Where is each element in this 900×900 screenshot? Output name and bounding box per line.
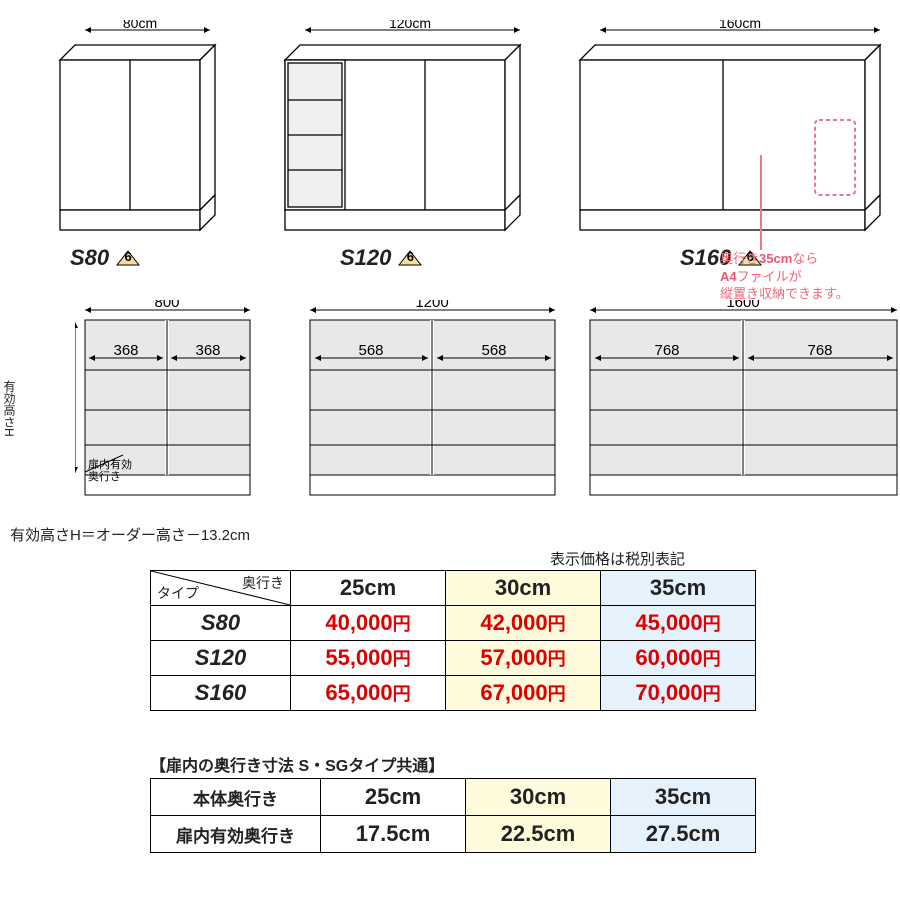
tag-icon: 6 xyxy=(397,249,423,267)
svg-text:奥行き: 奥行き xyxy=(88,469,121,483)
col-30: 30cm xyxy=(446,571,601,606)
plan-s120: 1200 568 568 xyxy=(305,300,565,505)
plan-row: 有効高さH 800 368 368 xyxy=(25,300,895,510)
depth-table: 本体奥行き 25cm 30cm 35cm 扉内有効奥行き 17.5cm 22.5… xyxy=(150,778,756,853)
plan-s80: 800 368 368 扉内有効 奥行き xyxy=(75,300,260,505)
row-s160: S160 xyxy=(151,676,291,711)
height-formula: 有効高さH＝オーダー高さ－13.2cm xyxy=(10,524,250,545)
cabinet-3d-s120: 120cm S120 6 xyxy=(260,20,540,240)
diag-header: 奥行き タイプ xyxy=(151,571,291,606)
dim-width-s80: 80cm xyxy=(123,20,157,31)
price-s80-25: 40,000円 xyxy=(291,606,446,641)
svg-text:768: 768 xyxy=(654,342,679,359)
cabinet-name-row: S120 6 xyxy=(340,245,423,271)
inner-dim-l: 368 xyxy=(113,342,138,359)
svg-text:568: 568 xyxy=(481,342,506,359)
price-table: 奥行き タイプ 25cm 30cm 35cm S80 40,000円 42,00… xyxy=(150,570,756,711)
cabinet-3d-s160: 160cm S160 6 xyxy=(560,20,900,240)
plan-s160: 1600 768 768 xyxy=(585,300,900,505)
depth-inner-label: 扉内有効 xyxy=(88,457,132,471)
tax-note: 表示価格は税別表記 xyxy=(550,548,685,569)
cabinet-name-s120: S120 xyxy=(340,245,391,271)
svg-text:768: 768 xyxy=(807,342,832,359)
depth-row-inner: 扉内有効奥行き xyxy=(151,816,321,853)
dim-width-s120: 120cm xyxy=(389,20,431,31)
price-s80-35: 45,000円 xyxy=(601,606,756,641)
inner-dim-r: 368 xyxy=(195,342,220,359)
row-s120: S120 xyxy=(151,641,291,676)
plan-width-s160: 1600 xyxy=(726,300,759,311)
plan-width-s80: 800 xyxy=(154,300,179,311)
plan-width-s120: 1200 xyxy=(415,300,448,311)
depth-row-body: 本体奥行き xyxy=(151,779,321,816)
dim-width-s160: 160cm xyxy=(719,20,761,31)
height-label: 有効高さH xyxy=(1,380,18,437)
svg-text:568: 568 xyxy=(358,342,383,359)
cabinet-name-row: S80 6 xyxy=(70,245,141,271)
cabinet-3d-s80: 80cm S80 6 xyxy=(30,20,230,240)
depth-subhead: 【扉内の奥行き寸法 S・SGタイプ共通】 xyxy=(150,752,444,776)
price-s80-30: 42,000円 xyxy=(446,606,601,641)
col-35: 35cm xyxy=(601,571,756,606)
a4-note: 奥行き35cmなら A4ファイルが 縦置き収納できます。 xyxy=(720,250,900,303)
cabinet-name-s80: S80 xyxy=(70,245,109,271)
row-s80: S80 xyxy=(151,606,291,641)
tag-icon: 6 xyxy=(115,249,141,267)
note-leader xyxy=(760,155,762,250)
col-25: 25cm xyxy=(291,571,446,606)
